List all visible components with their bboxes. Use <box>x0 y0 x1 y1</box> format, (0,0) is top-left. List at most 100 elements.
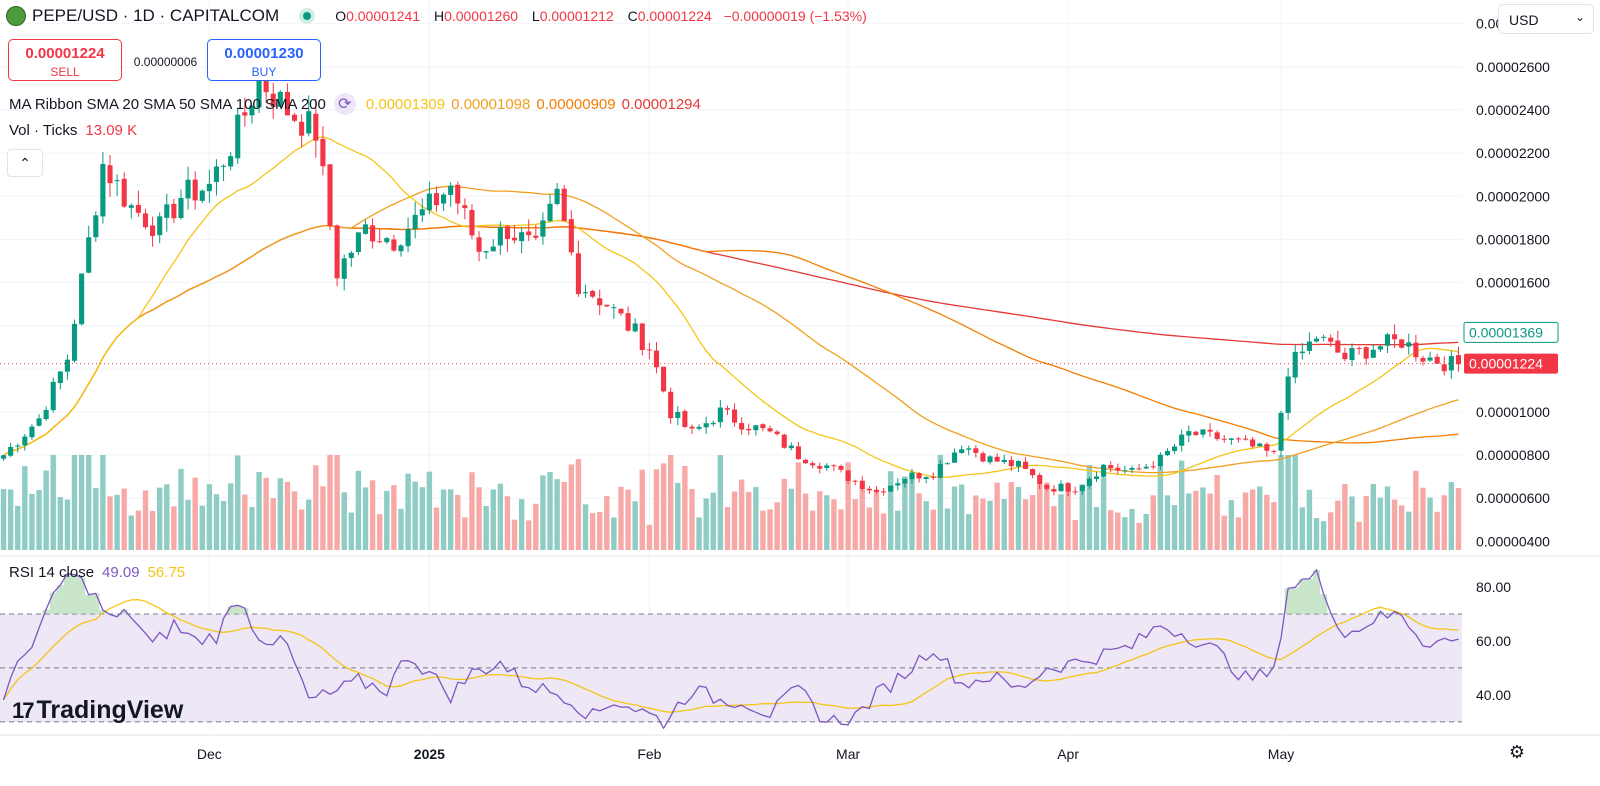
volume-bar <box>653 469 660 550</box>
volume-bar <box>1384 486 1391 550</box>
time-tick-label: Dec <box>197 746 222 762</box>
chevron-up-icon[interactable]: ⌃ <box>7 149 43 177</box>
volume-bar <box>1299 507 1306 550</box>
candle-body <box>824 465 830 468</box>
candle-body <box>696 426 702 429</box>
high-label: H <box>433 8 445 24</box>
volume-bar <box>313 465 319 550</box>
candle-body <box>1342 352 1348 360</box>
candle-body <box>731 409 738 423</box>
candle-body <box>433 193 440 206</box>
open-label: O <box>335 8 347 24</box>
volume-bar <box>171 506 177 550</box>
volume-bar <box>604 495 610 550</box>
candle-body <box>590 290 596 297</box>
candle-body <box>980 453 986 462</box>
volume-bar <box>0 489 7 550</box>
volume-bar <box>696 517 702 550</box>
rsi-legend[interactable]: RSI 14 close 49.09 56.75 <box>9 564 185 581</box>
volume-bar <box>462 517 468 550</box>
rsi-line <box>2 568 1459 730</box>
currency-select[interactable]: USD ⌄ <box>1498 4 1594 34</box>
volume-bar <box>29 493 35 550</box>
rsi-tick-label: 60.00 <box>1476 633 1511 649</box>
candle-body <box>213 166 220 183</box>
volume-bar <box>937 455 944 550</box>
refresh-icon[interactable]: ⟳ <box>333 93 356 115</box>
last-price-label: 0.00001224 <box>1469 356 1543 372</box>
candle-body <box>1093 476 1100 479</box>
volume-bar <box>1335 500 1341 550</box>
candle-body <box>121 178 127 207</box>
gear-icon[interactable]: ⚙ <box>1508 742 1526 762</box>
volume-bar <box>1285 455 1291 550</box>
volume-bar <box>526 520 532 550</box>
sma50-line <box>3 185 1459 474</box>
candle-body <box>0 455 7 459</box>
price-tick-label: 0.00000800 <box>1476 447 1550 463</box>
ma-ribbon-legend[interactable]: MA Ribbon SMA 20 SMA 50 SMA 100 SMA 200 … <box>9 93 701 115</box>
volume-bar <box>447 489 454 550</box>
candle-body <box>916 473 922 479</box>
low-value: 0.00001212 <box>539 8 614 24</box>
sell-button[interactable]: 0.00001224 SELL <box>8 39 122 81</box>
volume-bar <box>880 513 887 550</box>
volume-bar <box>533 503 539 550</box>
price-tick-label: 0.00002600 <box>1476 59 1550 75</box>
volume-bar <box>802 493 809 550</box>
candle-body <box>859 480 865 490</box>
candle-body <box>490 246 496 252</box>
candle-body <box>192 179 198 201</box>
sell-label: SELL <box>50 65 80 79</box>
candle-body <box>291 114 298 121</box>
candle-body <box>405 228 411 247</box>
volume-bar <box>845 462 851 550</box>
chevron-down-icon: ⌄ <box>1574 10 1585 24</box>
candle-body <box>952 452 958 463</box>
volume-bar <box>866 507 873 550</box>
tradingview-logo[interactable]: 17 TradingView <box>12 696 183 725</box>
candle-body <box>497 227 503 246</box>
candle-body <box>362 224 369 234</box>
candle-body <box>632 323 638 332</box>
volume-bar <box>178 468 184 550</box>
candle-body <box>391 239 397 251</box>
candle-body <box>483 251 489 253</box>
volume-bar <box>149 510 156 550</box>
candle-body <box>547 203 553 222</box>
volume-bar <box>1320 521 1327 550</box>
rsi-value: 49.09 <box>102 564 140 581</box>
candle-body <box>1242 438 1249 440</box>
candle-body <box>618 308 624 314</box>
candle-body <box>1214 432 1220 439</box>
candle-body <box>937 463 943 478</box>
candle-body <box>1200 429 1206 435</box>
volume-legend[interactable]: Vol · Ticks 13.09 K <box>9 122 137 139</box>
candle-body <box>1129 467 1135 470</box>
volume-bar <box>781 478 787 550</box>
volume-bar <box>547 471 553 550</box>
symbol-header: PEPE/USD · 1D · CAPITALCOM O0.00001241 H… <box>6 6 867 26</box>
volume-bar <box>575 459 582 550</box>
volume-bar <box>327 455 333 550</box>
candle-body <box>810 463 816 466</box>
volume-bar <box>306 499 312 550</box>
candle-body <box>150 225 156 236</box>
market-status-icon[interactable] <box>299 8 316 24</box>
volume-bar <box>164 484 170 550</box>
volume-bar <box>469 472 475 550</box>
candle-body <box>739 423 745 430</box>
symbol-title[interactable]: PEPE/USD · 1D · CAPITALCOM <box>32 6 280 25</box>
candle-body <box>1051 488 1057 492</box>
candle-body <box>22 436 28 446</box>
buy-price: 0.00001230 <box>224 45 304 62</box>
volume-bar <box>1249 489 1256 550</box>
buy-label: BUY <box>251 65 277 79</box>
volume-bar <box>1093 506 1100 550</box>
volume-bar <box>7 489 14 550</box>
candle-body <box>341 258 347 279</box>
volume-bar <box>412 481 418 550</box>
rsi-overbought-fill <box>42 570 1399 614</box>
buy-button[interactable]: 0.00001230 BUY <box>207 39 321 81</box>
